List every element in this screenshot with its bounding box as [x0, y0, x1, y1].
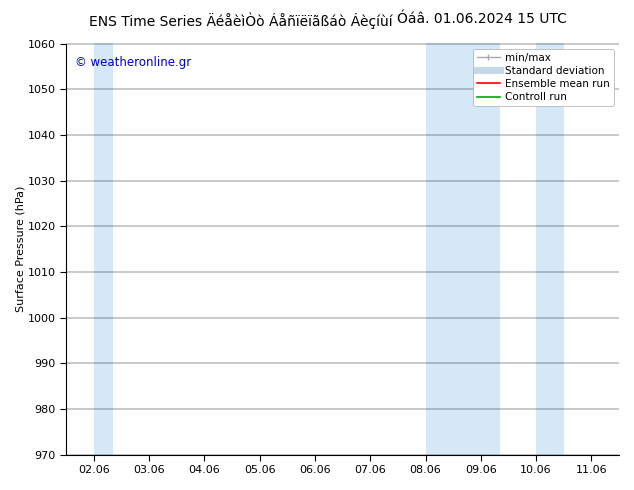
Bar: [425, 44, 500, 455]
Text: Óáâ. 01.06.2024 15 UTC: Óáâ. 01.06.2024 15 UTC: [397, 12, 567, 26]
Bar: [536, 44, 564, 455]
Bar: [94, 44, 113, 455]
Text: ENS Time Series ÄéåèìÒò Áåñïëïãßáò Áèçíùí: ENS Time Series ÄéåèìÒò Áåñïëïãßáò Áèçíù…: [89, 12, 392, 29]
Bar: [619, 44, 634, 455]
Text: © weatheronline.gr: © weatheronline.gr: [75, 56, 191, 69]
Legend: min/max, Standard deviation, Ensemble mean run, Controll run: min/max, Standard deviation, Ensemble me…: [472, 49, 614, 106]
Y-axis label: Surface Pressure (hPa): Surface Pressure (hPa): [15, 186, 25, 312]
